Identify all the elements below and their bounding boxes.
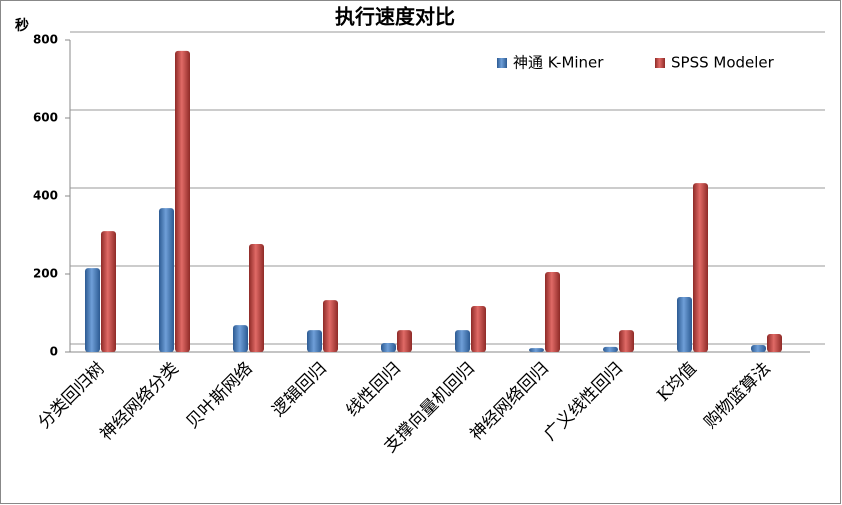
bar [159, 208, 174, 352]
bar [175, 50, 190, 353]
legend-label: SPSS Modeler [671, 54, 775, 72]
y-tick-label: 600 [33, 111, 58, 125]
bar [767, 334, 782, 352]
bar [677, 297, 692, 352]
bar [529, 348, 544, 352]
bar [693, 183, 708, 352]
legend-label: 神通 K-Miner [513, 54, 604, 72]
bar [249, 243, 264, 352]
bar [619, 330, 634, 352]
bar [455, 330, 470, 352]
bar [603, 346, 618, 352]
y-tick-label: 0 [50, 345, 58, 359]
bar [101, 231, 116, 352]
bar [471, 305, 486, 352]
y-tick-label: 400 [33, 189, 58, 203]
y-tick-label: 200 [33, 267, 58, 281]
bar [233, 325, 248, 352]
bar [751, 344, 766, 352]
bar [381, 343, 396, 352]
bar [545, 272, 560, 352]
y-tick-label: 800 [33, 33, 58, 47]
bar [85, 268, 100, 352]
chart-title: 执行速度对比 [335, 5, 455, 29]
bar [307, 330, 322, 352]
bar [397, 330, 412, 352]
legend-swatch [497, 58, 507, 68]
y-axis-label: 秒 [15, 17, 29, 34]
bar [323, 300, 338, 352]
legend-swatch [655, 58, 665, 68]
